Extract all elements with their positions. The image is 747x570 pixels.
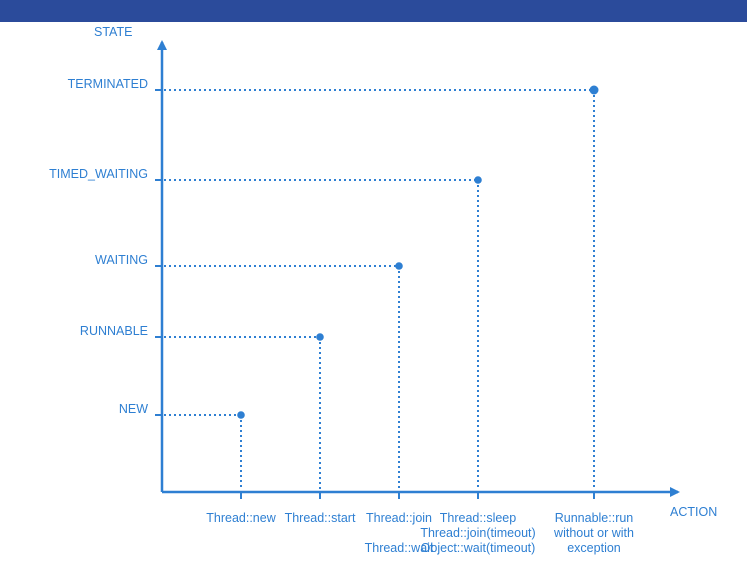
transition-point — [395, 262, 403, 270]
transition-point — [589, 85, 599, 95]
action-label-line: without or with — [554, 526, 634, 540]
transition-point — [316, 333, 324, 341]
action-label-line: Thread::join — [365, 511, 432, 525]
action-label-line: Thread::new — [206, 511, 276, 525]
y-axis-title: STATE — [94, 25, 133, 39]
transition-point — [474, 176, 482, 184]
state-label-runnable: RUNNABLE — [79, 324, 148, 338]
action-label-5: Runnable::run without or with exception — [554, 511, 634, 556]
action-label-line: exception — [567, 541, 621, 555]
action-label-line: Object::wait(timeout) — [420, 541, 536, 555]
transition-point — [237, 411, 245, 419]
action-label-line: Runnable::run — [554, 511, 634, 525]
x-axis-title: ACTION — [670, 505, 718, 519]
top-banner — [0, 0, 747, 22]
state-label-timed-waiting: TIMED_WAITING — [49, 167, 148, 181]
state-label-new: NEW — [118, 402, 148, 416]
action-label-line: Thread::sleep — [439, 511, 517, 525]
action-label-1: Thread::new — [206, 511, 275, 526]
action-label-4: Thread::sleep Thread::join(timeout) Object… — [420, 511, 535, 556]
action-label-line: Thread::join(timeout) — [420, 526, 536, 540]
action-label-line: Thread::start — [284, 511, 356, 525]
action-label-2: Thread::start — [285, 511, 356, 526]
state-label-terminated: TERMINATED — [67, 77, 148, 91]
state-label-waiting: WAITING — [94, 253, 148, 267]
action-label-line: Thread::wait — [364, 541, 434, 555]
